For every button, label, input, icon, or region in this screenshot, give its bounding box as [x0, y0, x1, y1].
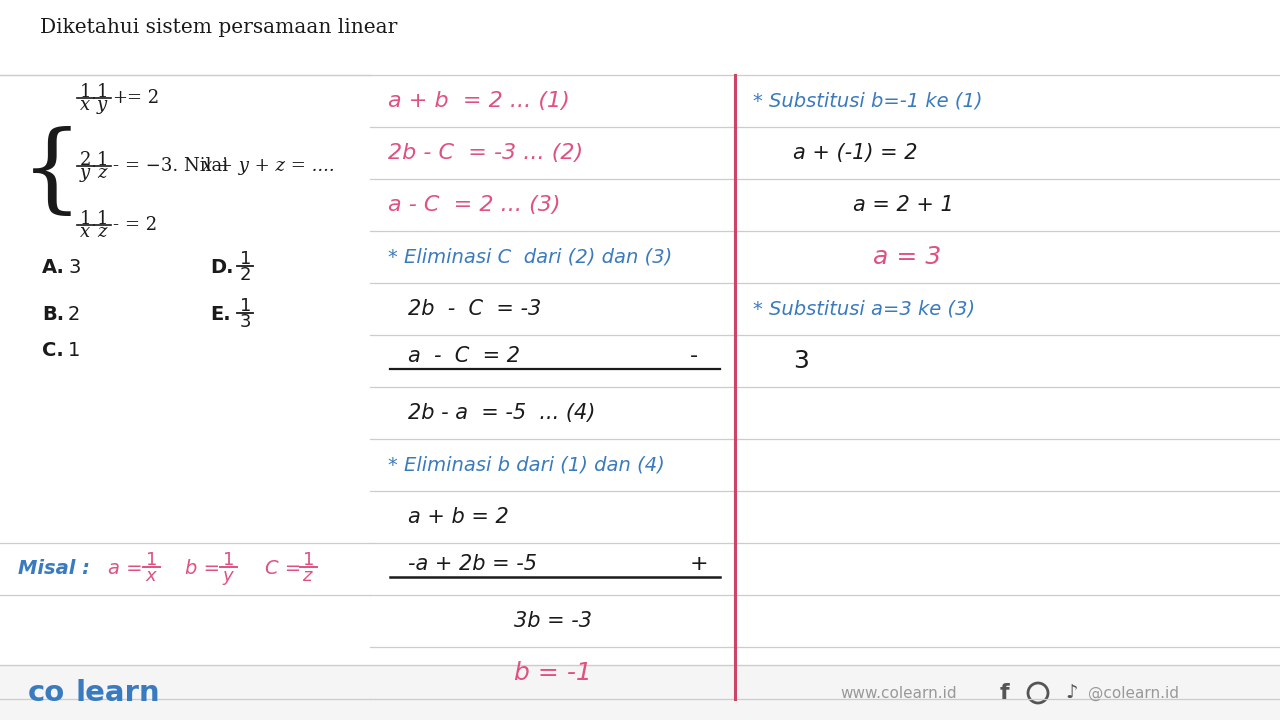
Text: * Eliminasi C  dari (2) dan (3): * Eliminasi C dari (2) dan (3): [388, 248, 672, 266]
Text: Diketahui sistem persamaan linear: Diketahui sistem persamaan linear: [40, 17, 397, 37]
Text: 2b  -  C  = -3: 2b - C = -3: [408, 299, 541, 319]
Text: f: f: [1000, 683, 1010, 703]
Text: 1: 1: [68, 341, 81, 360]
Text: 1: 1: [303, 551, 315, 569]
Text: learn: learn: [76, 679, 160, 707]
Text: * Substitusi b=-1 ke (1): * Substitusi b=-1 ke (1): [753, 91, 983, 110]
Text: 1: 1: [79, 210, 91, 228]
Text: C.: C.: [42, 341, 64, 360]
Text: 2: 2: [241, 266, 251, 284]
Text: x: x: [145, 567, 156, 585]
Text: B.: B.: [42, 305, 64, 324]
Text: 2b - a  = -5  ... (4): 2b - a = -5 ... (4): [408, 403, 595, 423]
Text: 2b - C  = -3 ... (2): 2b - C = -3 ... (2): [388, 143, 584, 163]
Text: = 2: = 2: [125, 217, 157, 235]
Text: a = 3: a = 3: [873, 245, 941, 269]
Text: a - C  = 2 ... (3): a - C = 2 ... (3): [388, 195, 561, 215]
Text: z: z: [97, 223, 106, 241]
Text: 2: 2: [79, 150, 91, 168]
Text: x: x: [79, 223, 90, 241]
Text: 3: 3: [241, 313, 251, 331]
Text: 2: 2: [68, 305, 81, 324]
Text: -: -: [113, 217, 124, 235]
Text: {: {: [20, 125, 83, 220]
Text: -: -: [113, 157, 124, 175]
Text: * Eliminasi b dari (1) dan (4): * Eliminasi b dari (1) dan (4): [388, 456, 664, 474]
Text: a  -  C  = 2: a - C = 2: [408, 346, 520, 366]
Text: -: -: [690, 346, 698, 366]
Bar: [0, 665, 1280, 720]
Text: C =: C =: [265, 559, 301, 578]
Text: E.: E.: [210, 305, 230, 324]
Text: z: z: [302, 567, 311, 585]
Text: b =: b =: [186, 559, 220, 578]
Text: 1: 1: [97, 210, 109, 228]
Text: co: co: [28, 679, 65, 707]
Text: y: y: [97, 96, 108, 114]
Text: 1: 1: [241, 297, 251, 315]
Text: 1: 1: [97, 150, 109, 168]
Text: 1: 1: [223, 551, 234, 569]
Text: www.colearn.id: www.colearn.id: [840, 685, 956, 701]
Text: 1: 1: [146, 551, 157, 569]
Text: x + y + z = ....: x + y + z = ....: [202, 157, 334, 175]
Text: a = 2 + 1: a = 2 + 1: [852, 195, 954, 215]
Text: a + (-1) = 2: a + (-1) = 2: [794, 143, 918, 163]
Text: 1: 1: [97, 83, 109, 101]
Text: a + b = 2: a + b = 2: [408, 507, 508, 527]
Text: 3: 3: [794, 349, 809, 373]
Text: a + b  = 2 ... (1): a + b = 2 ... (1): [388, 91, 570, 111]
Text: z: z: [97, 163, 106, 181]
Text: 1: 1: [241, 251, 251, 269]
Text: Misal :: Misal :: [18, 559, 90, 578]
Text: b = -1: b = -1: [513, 661, 591, 685]
Text: 1: 1: [79, 83, 91, 101]
Text: ♪: ♪: [1065, 683, 1078, 703]
Text: y: y: [79, 163, 90, 181]
Text: y: y: [221, 567, 233, 585]
Text: A.: A.: [42, 258, 65, 277]
Text: +: +: [690, 554, 709, 574]
Text: @colearn.id: @colearn.id: [1088, 685, 1179, 701]
Text: * Substitusi a=3 ke (3): * Substitusi a=3 ke (3): [753, 300, 975, 318]
Text: x: x: [79, 96, 90, 114]
Text: = 2: = 2: [127, 89, 159, 107]
Text: 3b = -3: 3b = -3: [513, 611, 591, 631]
Text: = −3. Nilai: = −3. Nilai: [125, 157, 234, 175]
Text: 3: 3: [68, 258, 81, 277]
Text: -a + 2b = -5: -a + 2b = -5: [408, 554, 538, 574]
Text: +: +: [113, 89, 133, 107]
Text: a =: a =: [108, 559, 142, 578]
Text: D.: D.: [210, 258, 233, 277]
